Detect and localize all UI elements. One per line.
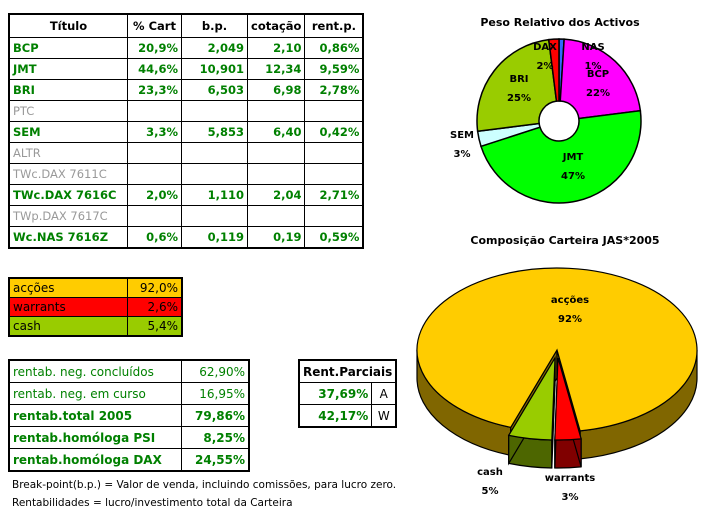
cell-name: BRI: [8, 79, 128, 101]
allocation-row: warrants 2,6%: [8, 297, 183, 317]
returns-label: rentab. neg. concluídos: [8, 359, 182, 383]
table-row: BCP 20,9% 2,049 2,10 0,86%: [8, 37, 364, 59]
cell-name: TWc.DAX 7611C: [8, 163, 128, 185]
returns-value: 62,90%: [181, 359, 250, 383]
cell-cot: 0,19: [246, 226, 306, 249]
returns-value: 24,55%: [181, 448, 250, 472]
donut-title: Peso Relativo dos Activos: [480, 16, 640, 29]
returns-label: rentab.homóloga DAX: [8, 448, 182, 472]
cell-rent: 2,71%: [304, 184, 364, 206]
cell-bp: 5,853: [181, 121, 248, 143]
allocation-row: acções 92,0%: [8, 277, 183, 298]
donut-label-jmt: JMT 47%: [561, 152, 585, 182]
allocation-row: cash 5,4%: [8, 316, 183, 337]
table-row: TWc.DAX 7611C: [8, 163, 364, 185]
returns-row: rentab. neg. em curso 16,95%: [8, 382, 250, 405]
partial-value: 42,17%: [298, 404, 373, 428]
donut-label-sem: SEM 3%: [450, 130, 474, 160]
table-row: SEM 3,3% 5,853 6,40 0,42%: [8, 121, 364, 143]
donut-label-nas: NAS 1%: [581, 42, 605, 72]
cell-rent: 9,59%: [304, 58, 364, 80]
table-row: TWp.DAX 7617C: [8, 205, 364, 227]
donut-label-bcp: BCP 22%: [586, 69, 610, 99]
cell-cart: 20,9%: [127, 37, 182, 59]
cell-cot: 2,10: [246, 37, 306, 59]
table-row: TWc.DAX 7616C 2,0% 1,110 2,04 2,71%: [8, 184, 364, 206]
donut-label-dax: DAX 2%: [533, 42, 557, 72]
allocation-value: 92,0%: [127, 277, 183, 298]
note-breakpoint: Break-point(b.p.) = Valor de venda, incl…: [12, 479, 397, 491]
cell-rent: [304, 205, 364, 227]
pie3d-slice-acções: [416, 267, 698, 432]
cell-name: TWp.DAX 7617C: [8, 205, 128, 227]
pie3d-label-accoes: acções 92%: [550, 295, 590, 325]
donut-slice-dax: [547, 38, 560, 102]
partial-value: 37,69%: [298, 382, 373, 405]
returns-row: rentab.homóloga DAX 24,55%: [8, 448, 250, 472]
donut-label-bri: BRI 25%: [507, 74, 531, 104]
pie3d-slice-warrants: [554, 357, 582, 441]
donut-slice-bcp: [559, 38, 642, 120]
table-row: PTC: [8, 100, 364, 122]
partial-tag: A: [371, 382, 397, 405]
returns-label: rentab.homóloga PSI: [8, 426, 182, 449]
cell-rent: 0,86%: [304, 37, 364, 59]
allocation-label: warrants: [8, 297, 128, 317]
cell-cart: 0,6%: [127, 226, 182, 249]
cell-cot: [246, 205, 306, 227]
returns-row: rentab. neg. concluídos 62,90%: [8, 359, 250, 383]
table-row: Wc.NAS 7616Z 0,6% 0,119 0,19 0,59%: [8, 226, 364, 249]
pie3d-title: Composição Carteira JAS*2005: [470, 234, 660, 247]
pie3d-label-cash: cash 5%: [477, 467, 503, 497]
cell-rent: 0,59%: [304, 226, 364, 249]
allocation-value: 2,6%: [127, 297, 183, 317]
cell-bp: 1,110: [181, 184, 248, 206]
returns-value: 8,25%: [181, 426, 250, 449]
allocation-value: 5,4%: [127, 316, 183, 337]
cell-bp: 2,049: [181, 37, 248, 59]
column-header: % Cart: [127, 13, 182, 38]
cell-cot: 12,34: [246, 58, 306, 80]
pie3d-slice-cash: [507, 357, 556, 441]
returns-value: 16,95%: [181, 382, 250, 405]
returns-row: rentab.homóloga PSI 8,25%: [8, 426, 250, 449]
returns-table: rentab. neg. concluídos 62,90% rentab. neg…: [8, 359, 250, 472]
donut-slice-bri: [476, 38, 558, 133]
returns-label: rentab. neg. em curso: [8, 382, 182, 405]
note-returns: Rentabilidades = lucro/investimento tota…: [12, 497, 293, 509]
portfolio-table: Título% Cart b.p. cotação rent.p. BCP 20,9% 2…: [8, 13, 365, 249]
partial-tag: W: [371, 404, 397, 428]
allocation-label: cash: [8, 316, 128, 337]
allocation-table: acções 92,0% warrants 2,6% cash 5,4%: [8, 277, 183, 337]
cell-name: Wc.NAS 7616Z: [8, 226, 128, 249]
partial-returns-table: Rent.Parciais 37,69% A 42,17% W: [298, 359, 398, 428]
pie3d-label-warrants: warrants 3%: [544, 473, 596, 503]
